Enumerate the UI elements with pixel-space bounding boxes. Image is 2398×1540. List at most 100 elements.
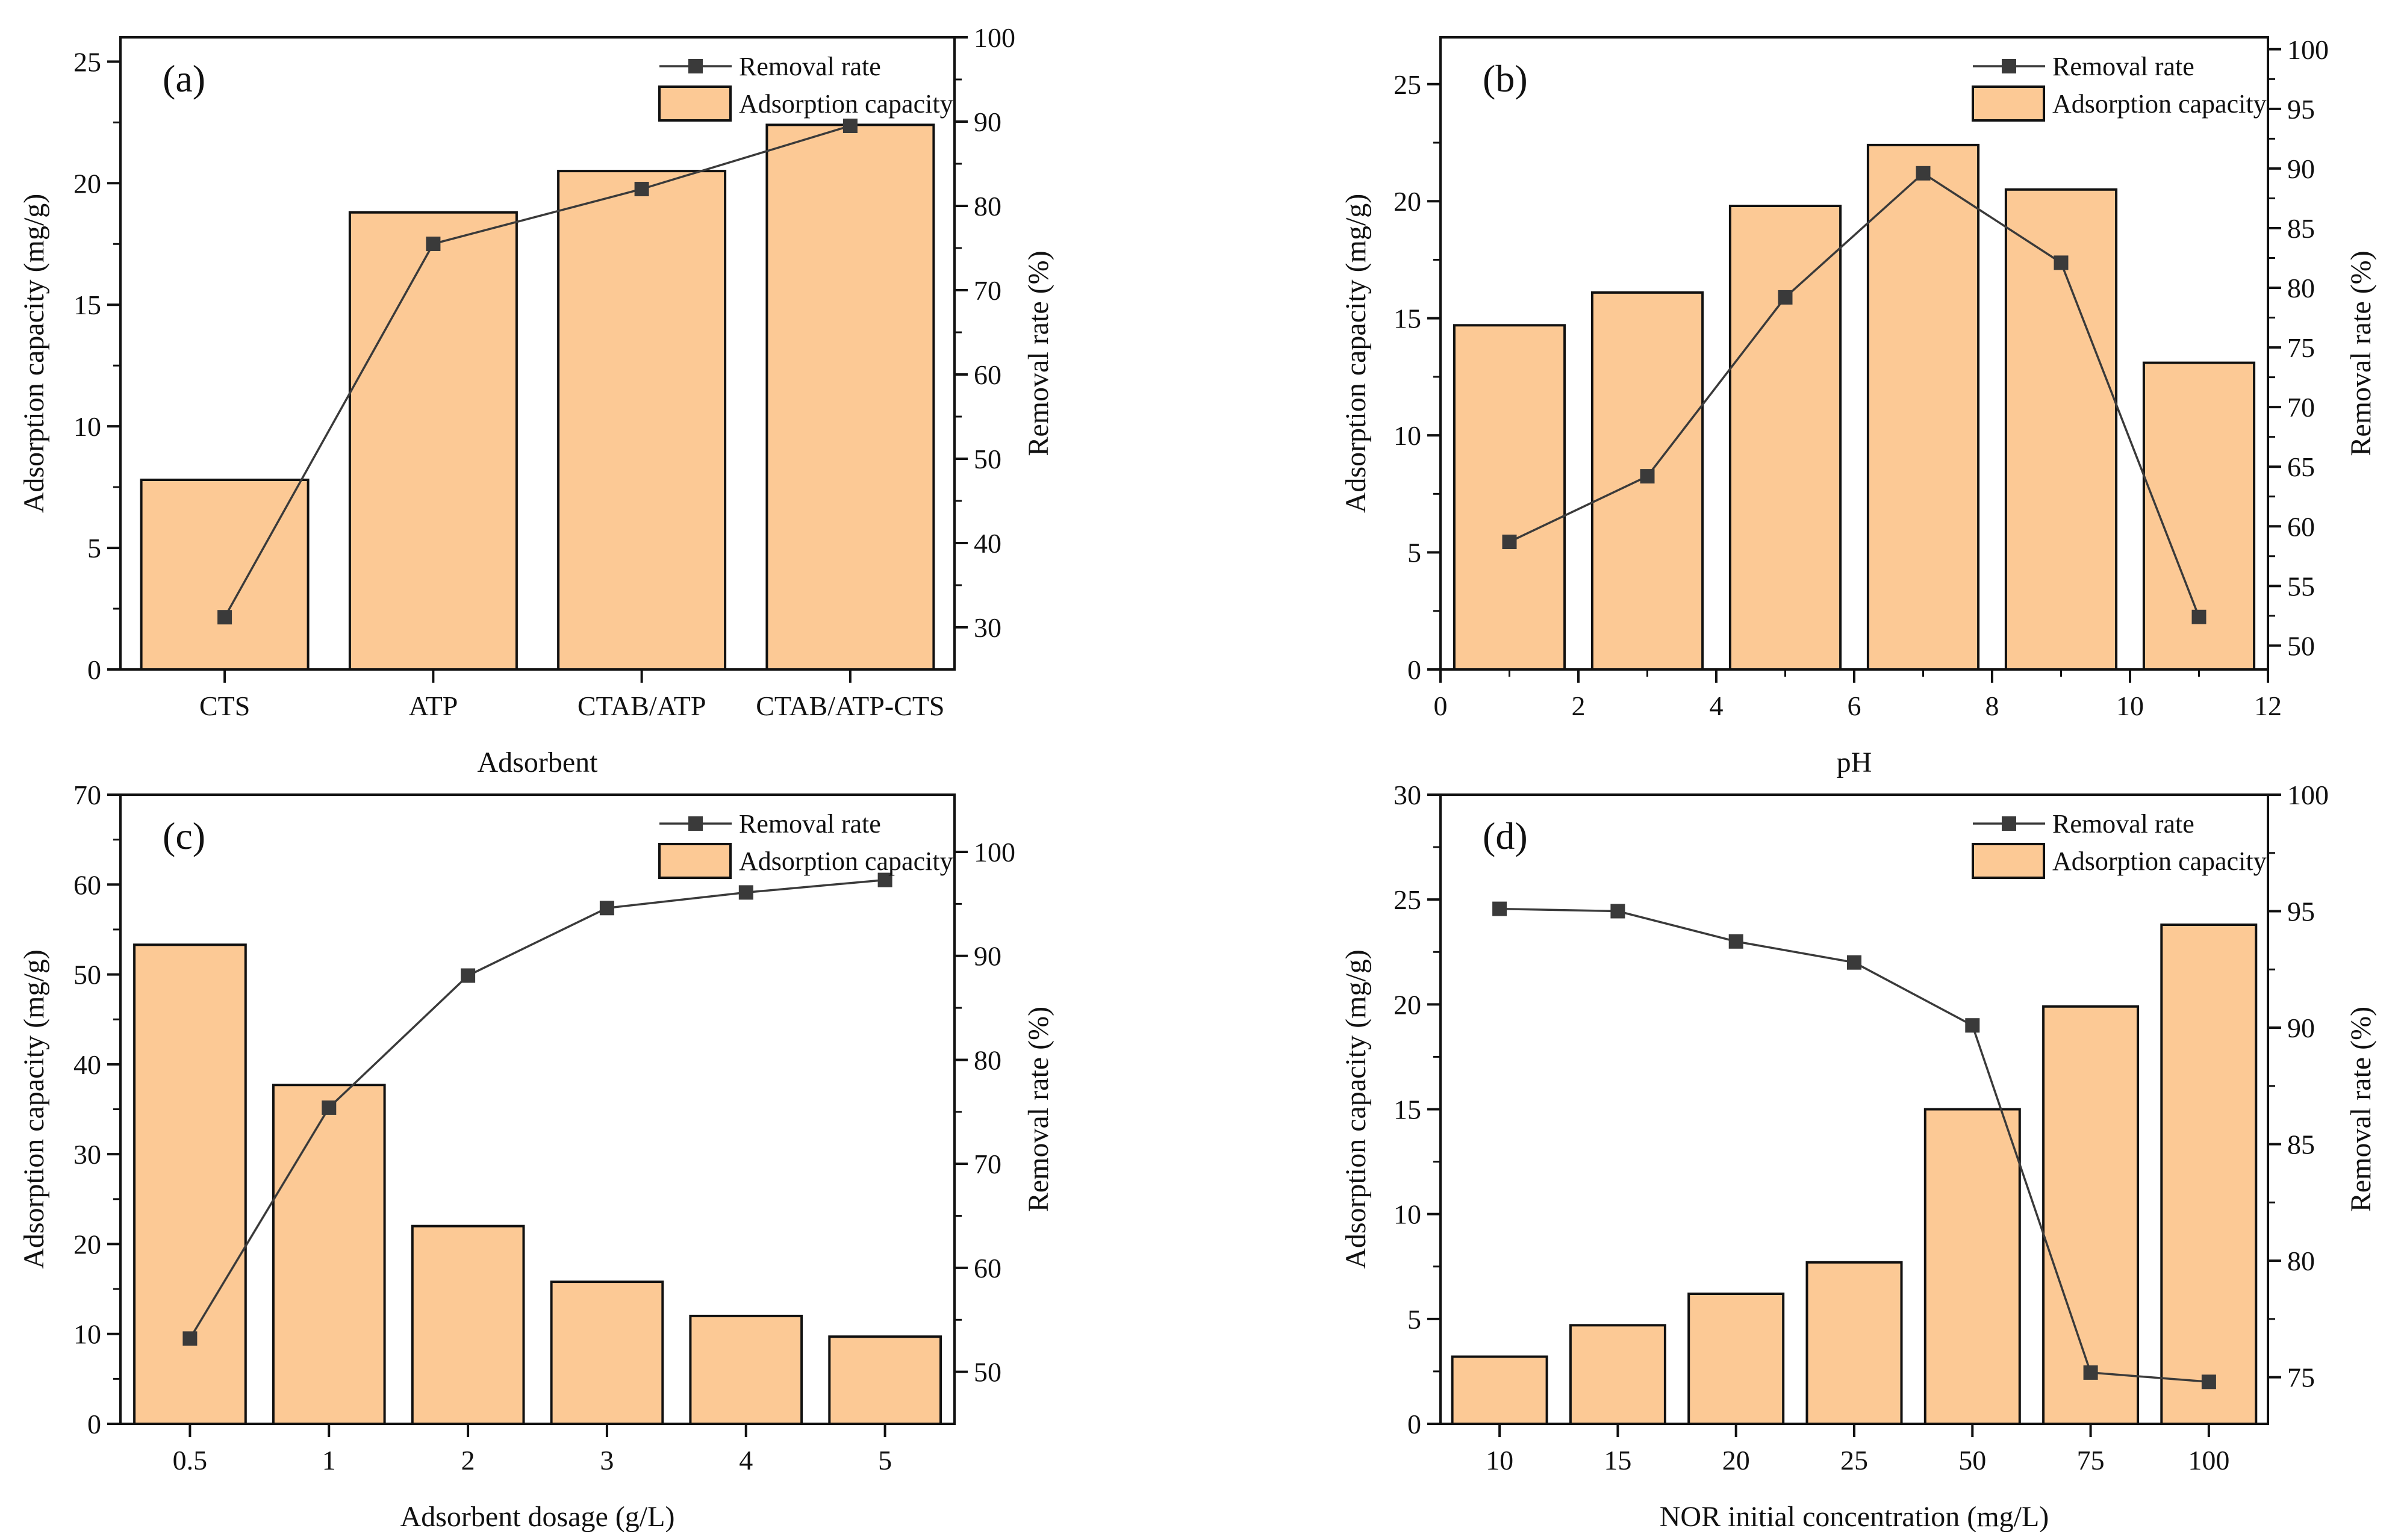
- x-tick-label: 2: [461, 1445, 475, 1476]
- y-tick-label: 25: [73, 46, 101, 77]
- y-axis-title: Adsorption capacity (mg/g): [1340, 194, 1372, 514]
- y2-tick-label: 100: [2287, 780, 2329, 810]
- x-tick-label: 75: [2077, 1445, 2105, 1476]
- removal-rate-marker: [2191, 609, 2206, 624]
- adsorption-capacity-bar: [1569, 1324, 1666, 1426]
- removal-rate-marker: [1492, 901, 1507, 916]
- removal-rate-line: [188, 878, 885, 1340]
- adsorption-capacity-bar: [2160, 924, 2258, 1425]
- removal-rate-marker: [182, 1331, 198, 1346]
- y2-tick-label: 90: [974, 941, 1001, 972]
- adsorption-capacity-bar: [411, 1225, 525, 1425]
- x-tick-label: 25: [1840, 1445, 1868, 1476]
- panel-label: (d): [1483, 815, 1528, 857]
- right-y-axis: 50 60 70 80 90 100: [955, 837, 1015, 1388]
- x-tick-label: 10: [1486, 1445, 1513, 1476]
- removal-rate-series: [1502, 166, 2206, 624]
- y-tick-label: 0: [1407, 1409, 1421, 1439]
- right-y-axis: 30 40 50 60 70 80 90 100: [955, 22, 1015, 643]
- y2-tick-label: 75: [2287, 1362, 2315, 1393]
- y2-tick-label: 50: [974, 1357, 1001, 1388]
- panel-c: 0 10 20 30 40 50 60 70 50 60 70 80 90 100 0.5 1 2 3 4 5 Adso…: [18, 780, 1054, 1533]
- y-tick-label: 60: [73, 869, 101, 900]
- y2-tick-label: 85: [2287, 1129, 2315, 1160]
- x-axis: 0.5 1 2 3 4 5: [173, 1424, 892, 1476]
- y2-tick-label: 50: [974, 444, 1001, 474]
- y2-tick-label: 75: [2287, 332, 2315, 363]
- left-y-axis: 0 5 10 15 20 25: [73, 46, 120, 685]
- x-tick-label: 8: [1985, 691, 1999, 721]
- y-axis-title: Adsorption capacity (mg/g): [18, 949, 50, 1269]
- adsorption-capacity-bar: [272, 1084, 386, 1425]
- x-tick-label: 20: [1722, 1445, 1750, 1476]
- y2-tick-label: 60: [2287, 511, 2315, 542]
- removal-rate-marker: [461, 968, 476, 983]
- adsorption-capacity-bar: [2042, 1005, 2140, 1426]
- y2-tick-label: 40: [974, 528, 1001, 559]
- y-axis-title: Adsorption capacity (mg/g): [1340, 949, 1372, 1269]
- y-tick-label: 20: [73, 1229, 101, 1259]
- y2-tick-label: 95: [2287, 896, 2315, 927]
- y2-tick-label: 100: [974, 22, 1015, 53]
- removal-rate-marker: [426, 237, 441, 251]
- legend-marker-swatch: [2002, 59, 2016, 73]
- x-tick-label: 6: [1848, 691, 1861, 721]
- x-tick-label: 15: [1604, 1445, 1631, 1476]
- adsorption-capacity-bar: [689, 1314, 803, 1425]
- y2-axis-title: Removal rate (%): [1023, 250, 1054, 456]
- adsorption-capacity-bar: [557, 170, 727, 671]
- bars-group: [140, 123, 935, 671]
- y2-tick-label: 55: [2287, 571, 2315, 601]
- panel-label: (c): [163, 815, 205, 857]
- y2-tick-label: 60: [974, 359, 1001, 390]
- y-tick-label: 25: [1394, 884, 1421, 915]
- adsorption-capacity-bar: [765, 123, 935, 671]
- legend-label-adsorption-capacity: Adsorption capacity: [739, 89, 953, 119]
- y-tick-label: 5: [87, 533, 101, 564]
- x-tick-label: CTAB/ATP-CTS: [756, 691, 944, 721]
- removal-rate-marker: [2201, 1374, 2216, 1389]
- y2-tick-label: 90: [2287, 154, 2315, 184]
- removal-rate-marker: [1916, 166, 1931, 181]
- x-axis: 10 15 20 25 50 75 100: [1486, 1424, 2229, 1476]
- removal-rate-line: [1509, 172, 2200, 618]
- panel-label: (a): [163, 57, 205, 100]
- removal-rate-marker: [634, 182, 649, 196]
- panel-label: (b): [1483, 57, 1528, 100]
- y-tick-label: 10: [73, 1319, 101, 1350]
- legend-marker-swatch: [688, 816, 703, 831]
- y2-tick-label: 70: [2287, 392, 2315, 423]
- y-tick-label: 20: [73, 168, 101, 199]
- y2-tick-label: 80: [2287, 273, 2315, 303]
- left-y-axis: 0 5 10 15 20 25 30: [1394, 780, 1440, 1439]
- y2-tick-label: 30: [974, 612, 1001, 643]
- y2-axis-title: Removal rate (%): [2345, 250, 2377, 456]
- y2-tick-label: 100: [974, 837, 1015, 868]
- y-tick-label: 20: [1394, 989, 1421, 1020]
- legend-label-removal-rate: Removal rate: [739, 809, 881, 839]
- y2-axis-title: Removal rate (%): [1023, 1007, 1054, 1212]
- y2-tick-label: 80: [974, 191, 1001, 222]
- left-y-axis: 0 10 20 30 40 50 60 70: [73, 780, 120, 1439]
- removal-rate-series: [1492, 901, 2216, 1389]
- x-tick-label: 100: [2188, 1445, 2229, 1476]
- legend: Removal rate Adsorption capacity: [658, 809, 953, 879]
- removal-rate-marker: [217, 610, 232, 625]
- y-tick-label: 30: [1394, 780, 1421, 810]
- legend-label-removal-rate: Removal rate: [739, 52, 881, 81]
- legend-bar-swatch: [658, 843, 732, 879]
- x-axis: CTS ATP CTAB/ATP CTAB/ATP-CTS: [199, 669, 945, 721]
- y2-tick-label: 85: [2287, 213, 2315, 244]
- removal-rate-marker: [1610, 904, 1625, 919]
- bars-group: [1451, 924, 2258, 1426]
- y-axis-title: Adsorption capacity (mg/g): [18, 194, 50, 514]
- legend-label-adsorption-capacity: Adsorption capacity: [2052, 846, 2267, 876]
- y2-tick-label: 65: [2287, 452, 2315, 482]
- removal-rate-series: [182, 872, 892, 1346]
- removal-rate-marker: [322, 1100, 337, 1115]
- adsorption-capacity-bar: [1923, 1108, 2021, 1425]
- x-tick-label: 1: [322, 1445, 336, 1476]
- adsorption-capacity-bar: [828, 1335, 942, 1425]
- x-axis-title: Adsorbent dosage (g/L): [400, 1501, 675, 1533]
- adsorption-capacity-bar: [1687, 1293, 1785, 1425]
